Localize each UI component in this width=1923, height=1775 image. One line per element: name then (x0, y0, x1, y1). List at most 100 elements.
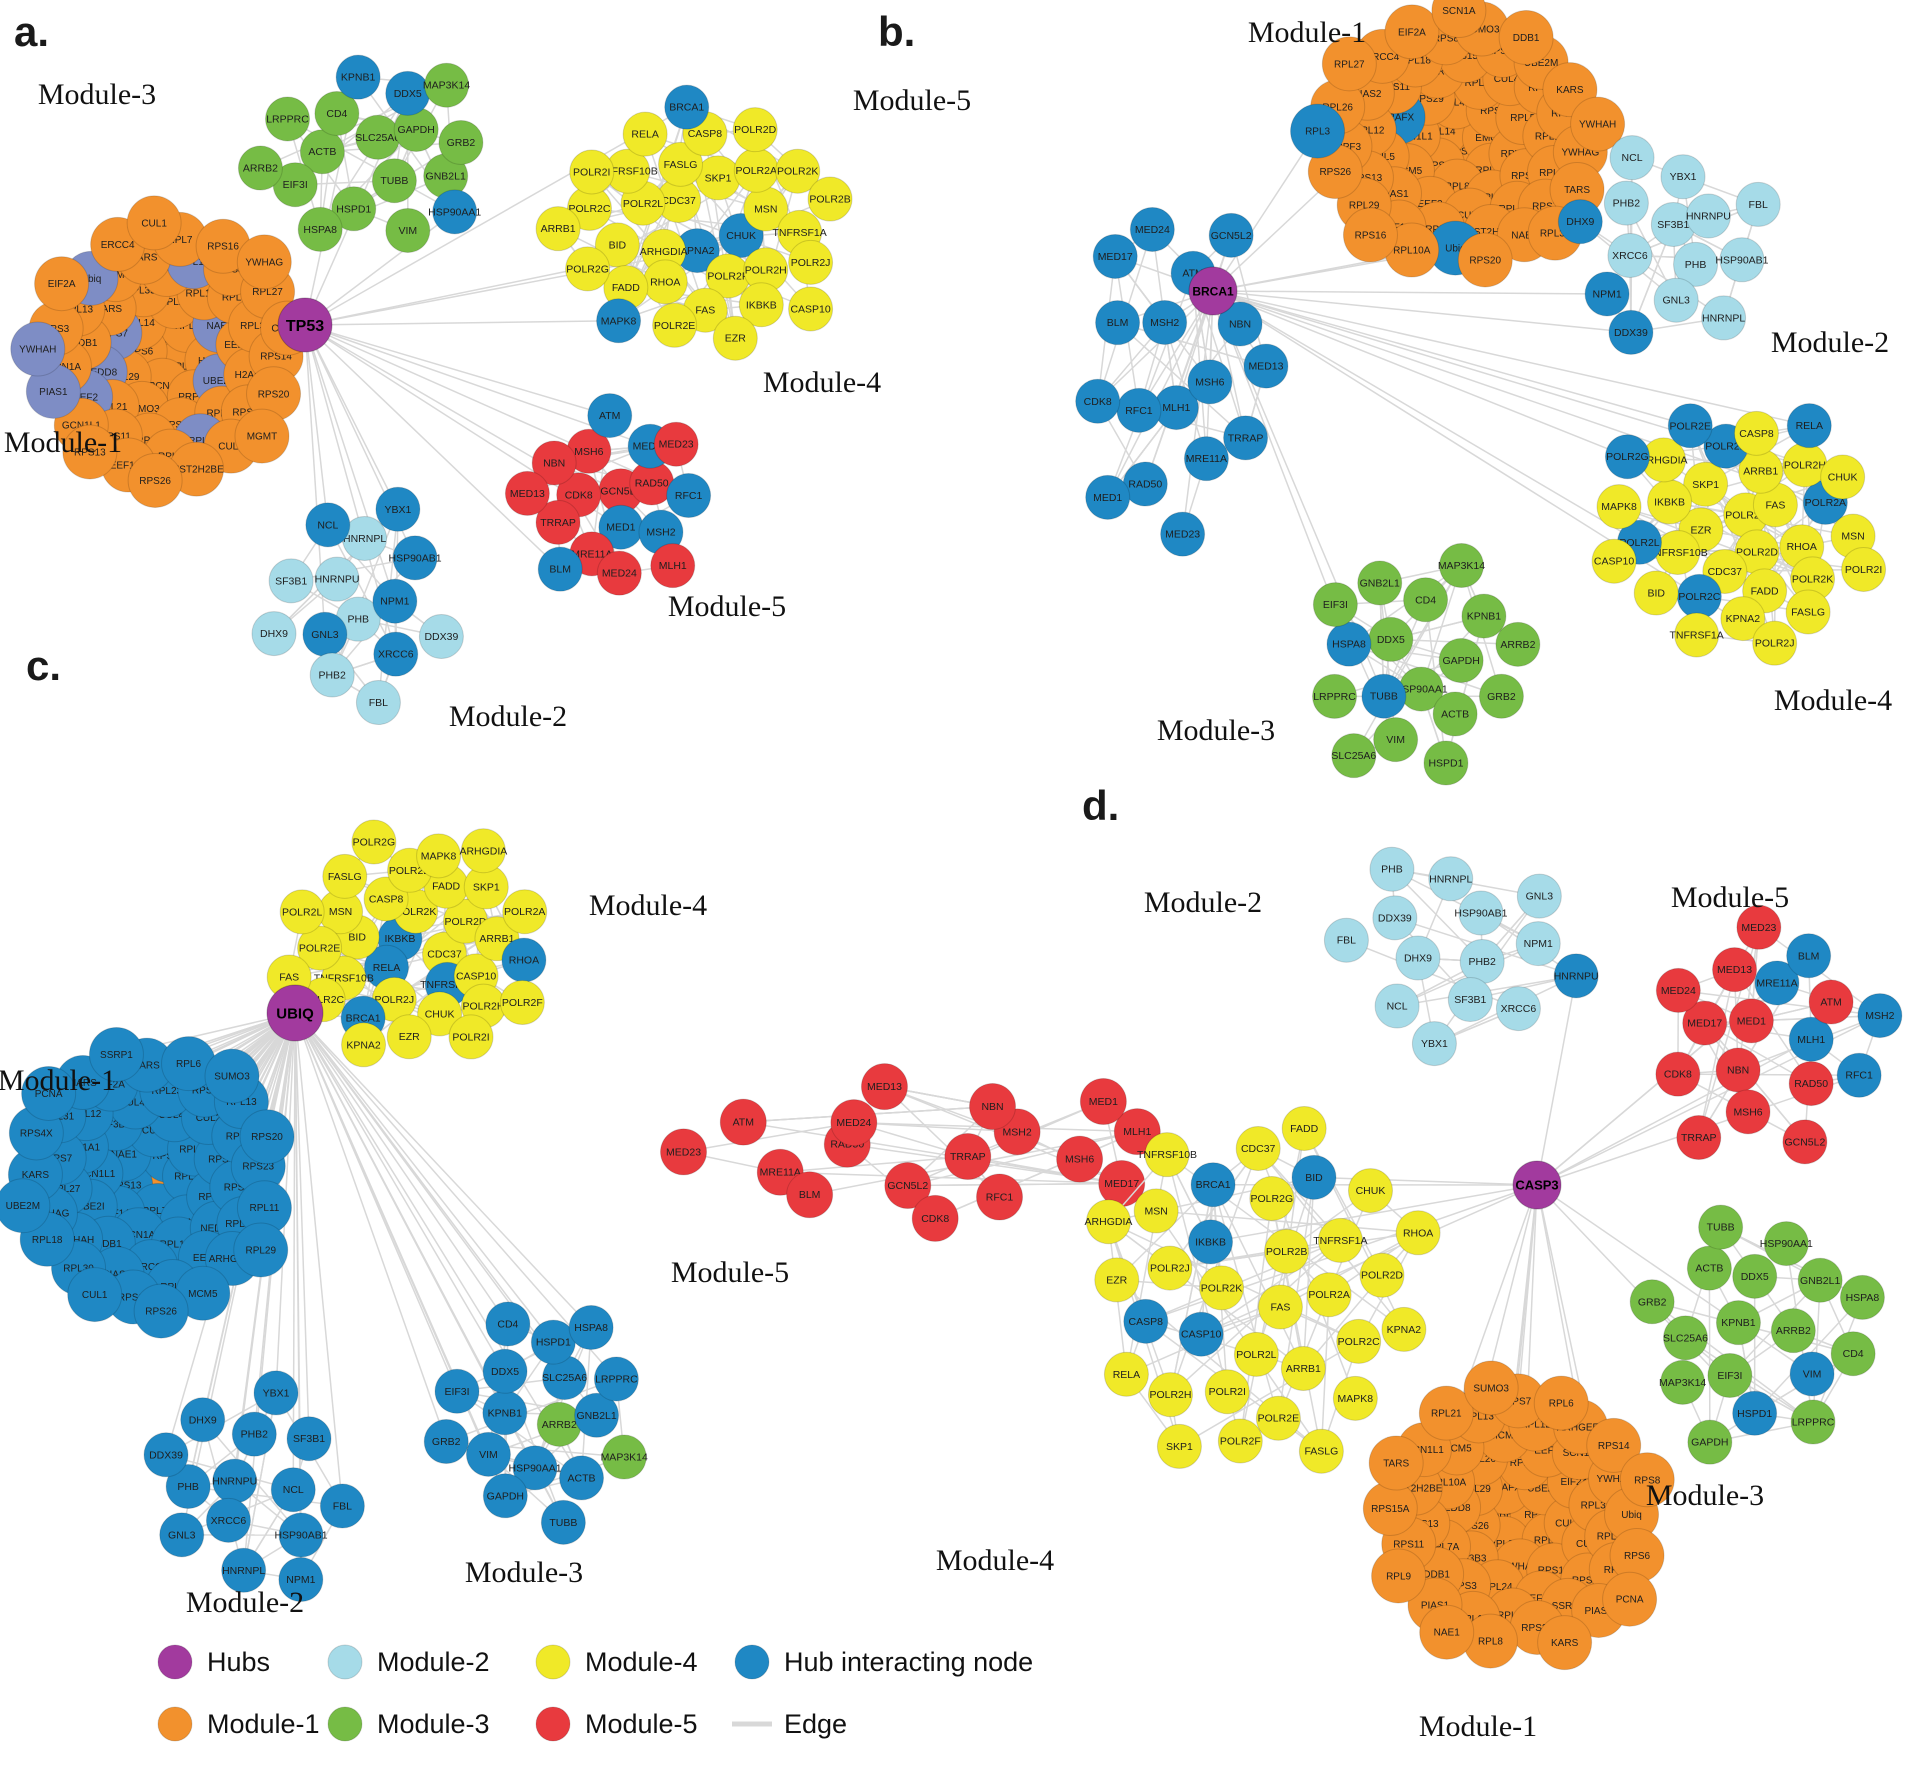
network-node[interactable] (1369, 846, 1415, 892)
network-node[interactable] (1707, 1352, 1753, 1398)
network-node[interactable] (1312, 582, 1358, 628)
network-node[interactable] (335, 54, 381, 100)
network-node[interactable] (1372, 895, 1418, 941)
network-node[interactable] (1291, 1154, 1337, 1200)
network-node[interactable] (221, 1547, 267, 1593)
network-node[interactable] (351, 819, 397, 865)
network-node[interactable] (1321, 36, 1377, 92)
network-node[interactable] (126, 195, 182, 251)
network-node[interactable] (460, 828, 506, 874)
network-node[interactable] (786, 1171, 834, 1219)
network-node[interactable] (1347, 1168, 1393, 1214)
hub-node[interactable] (266, 984, 324, 1042)
network-node[interactable] (67, 1267, 123, 1323)
network-node[interactable] (1312, 673, 1358, 719)
network-node[interactable] (650, 543, 696, 589)
network-node[interactable] (1243, 343, 1289, 389)
network-node[interactable] (1788, 1016, 1834, 1062)
network-node[interactable] (1516, 873, 1562, 919)
network-node[interactable] (788, 239, 834, 285)
network-node[interactable] (1857, 993, 1903, 1039)
network-node[interactable] (1418, 1385, 1474, 1441)
network-node[interactable] (1156, 1423, 1202, 1469)
network-node[interactable] (1359, 1252, 1405, 1298)
network-node[interactable] (251, 611, 297, 657)
network-node[interactable] (1306, 1272, 1352, 1318)
network-node[interactable] (1674, 612, 1720, 658)
network-node[interactable] (127, 452, 183, 508)
network-node[interactable] (1290, 103, 1346, 159)
network-node[interactable] (1374, 983, 1420, 1029)
network-node[interactable] (1280, 1346, 1326, 1392)
network-node[interactable] (88, 1026, 144, 1082)
network-node[interactable] (1683, 461, 1729, 507)
network-node[interactable] (738, 282, 784, 328)
network-node[interactable] (1660, 154, 1706, 200)
network-node[interactable] (1712, 947, 1758, 993)
network-node[interactable] (535, 206, 581, 252)
network-node[interactable] (1701, 295, 1747, 341)
network-node[interactable] (574, 1392, 620, 1438)
network-node[interactable] (568, 1305, 614, 1351)
network-node[interactable] (1653, 277, 1699, 323)
network-node[interactable] (1457, 232, 1513, 288)
network-node[interactable] (512, 1445, 558, 1491)
network-node[interactable] (1438, 638, 1484, 684)
network-node[interactable] (1438, 543, 1484, 589)
network-node[interactable] (1357, 560, 1403, 606)
network-node[interactable] (569, 149, 615, 195)
network-node[interactable] (205, 1497, 251, 1543)
network-node[interactable] (62, 424, 118, 480)
network-node[interactable] (204, 1048, 260, 1104)
network-node[interactable] (1233, 1331, 1279, 1377)
network-node[interactable] (1608, 309, 1654, 355)
network-node[interactable] (385, 207, 431, 253)
network-node[interactable] (499, 980, 545, 1026)
network-node[interactable] (1178, 1311, 1224, 1357)
network-node[interactable] (1129, 206, 1175, 252)
network-node[interactable] (297, 925, 343, 971)
network-node[interactable] (1208, 212, 1254, 258)
network-node[interactable] (1685, 193, 1731, 239)
network-node[interactable] (1147, 1245, 1193, 1291)
hub-node[interactable] (277, 297, 333, 353)
network-node[interactable] (1447, 977, 1493, 1023)
network-node[interactable] (34, 256, 90, 312)
network-node[interactable] (482, 1473, 528, 1519)
network-node[interactable] (1663, 1315, 1709, 1361)
network-node[interactable] (1403, 577, 1449, 623)
network-node[interactable] (1336, 1318, 1382, 1364)
network-node[interactable] (314, 90, 360, 136)
network-node[interactable] (969, 1082, 1017, 1130)
network-node[interactable] (1326, 621, 1372, 667)
network-node[interactable] (807, 176, 853, 222)
network-node[interactable] (1094, 1257, 1140, 1303)
network-node[interactable] (1728, 998, 1774, 1044)
network-node[interactable] (1331, 733, 1377, 779)
network-node[interactable] (531, 440, 577, 486)
network-node[interactable] (1533, 1375, 1589, 1431)
network-node[interactable] (1431, 0, 1487, 38)
network-node[interactable] (559, 1455, 605, 1501)
network-node[interactable] (1655, 1051, 1701, 1097)
network-node[interactable] (1629, 1279, 1675, 1325)
network-node[interactable] (1725, 1089, 1771, 1135)
network-node[interactable] (319, 1483, 365, 1529)
network-node[interactable] (1553, 953, 1599, 999)
network-node[interactable] (565, 246, 611, 292)
network-node[interactable] (1655, 967, 1701, 1013)
network-node[interactable] (1808, 979, 1854, 1025)
network-node[interactable] (1075, 378, 1121, 424)
network-node[interactable] (535, 499, 581, 545)
network-node[interactable] (1609, 135, 1655, 181)
network-node[interactable] (1361, 673, 1407, 719)
network-node[interactable] (1752, 620, 1798, 666)
network-node[interactable] (180, 1397, 226, 1443)
network-node[interactable] (1786, 933, 1832, 979)
network-node[interactable] (622, 111, 668, 157)
network-node[interactable] (1603, 180, 1649, 226)
network-node[interactable] (279, 889, 325, 935)
network-node[interactable] (1190, 1162, 1236, 1208)
network-node[interactable] (1103, 1351, 1149, 1397)
network-node[interactable] (1763, 1221, 1809, 1267)
